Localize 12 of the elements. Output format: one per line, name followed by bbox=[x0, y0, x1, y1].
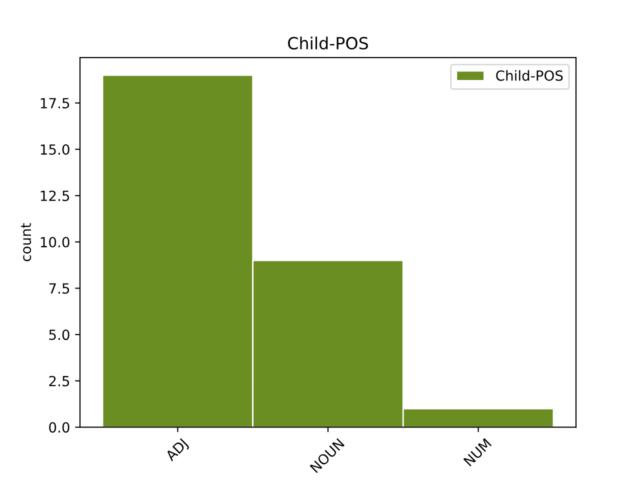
y-tick-label: 0.0 bbox=[49, 422, 70, 433]
y-axis-title: count bbox=[21, 223, 32, 262]
y-tick-label: 2.5 bbox=[49, 376, 70, 386]
x-tick-label: ADJ bbox=[164, 438, 190, 464]
y-tick-label: 15.0 bbox=[40, 144, 70, 155]
legend-label: Child-POS bbox=[496, 70, 563, 81]
y-tick-label: 17.5 bbox=[40, 98, 70, 108]
y-tick-label: 12.5 bbox=[40, 190, 70, 202]
chart-title: Child-POS bbox=[288, 36, 368, 50]
y-tick-label: 7.5 bbox=[49, 283, 70, 294]
y-tick-label: 5.0 bbox=[49, 330, 70, 340]
y-tick-label: 10.0 bbox=[40, 236, 70, 248]
